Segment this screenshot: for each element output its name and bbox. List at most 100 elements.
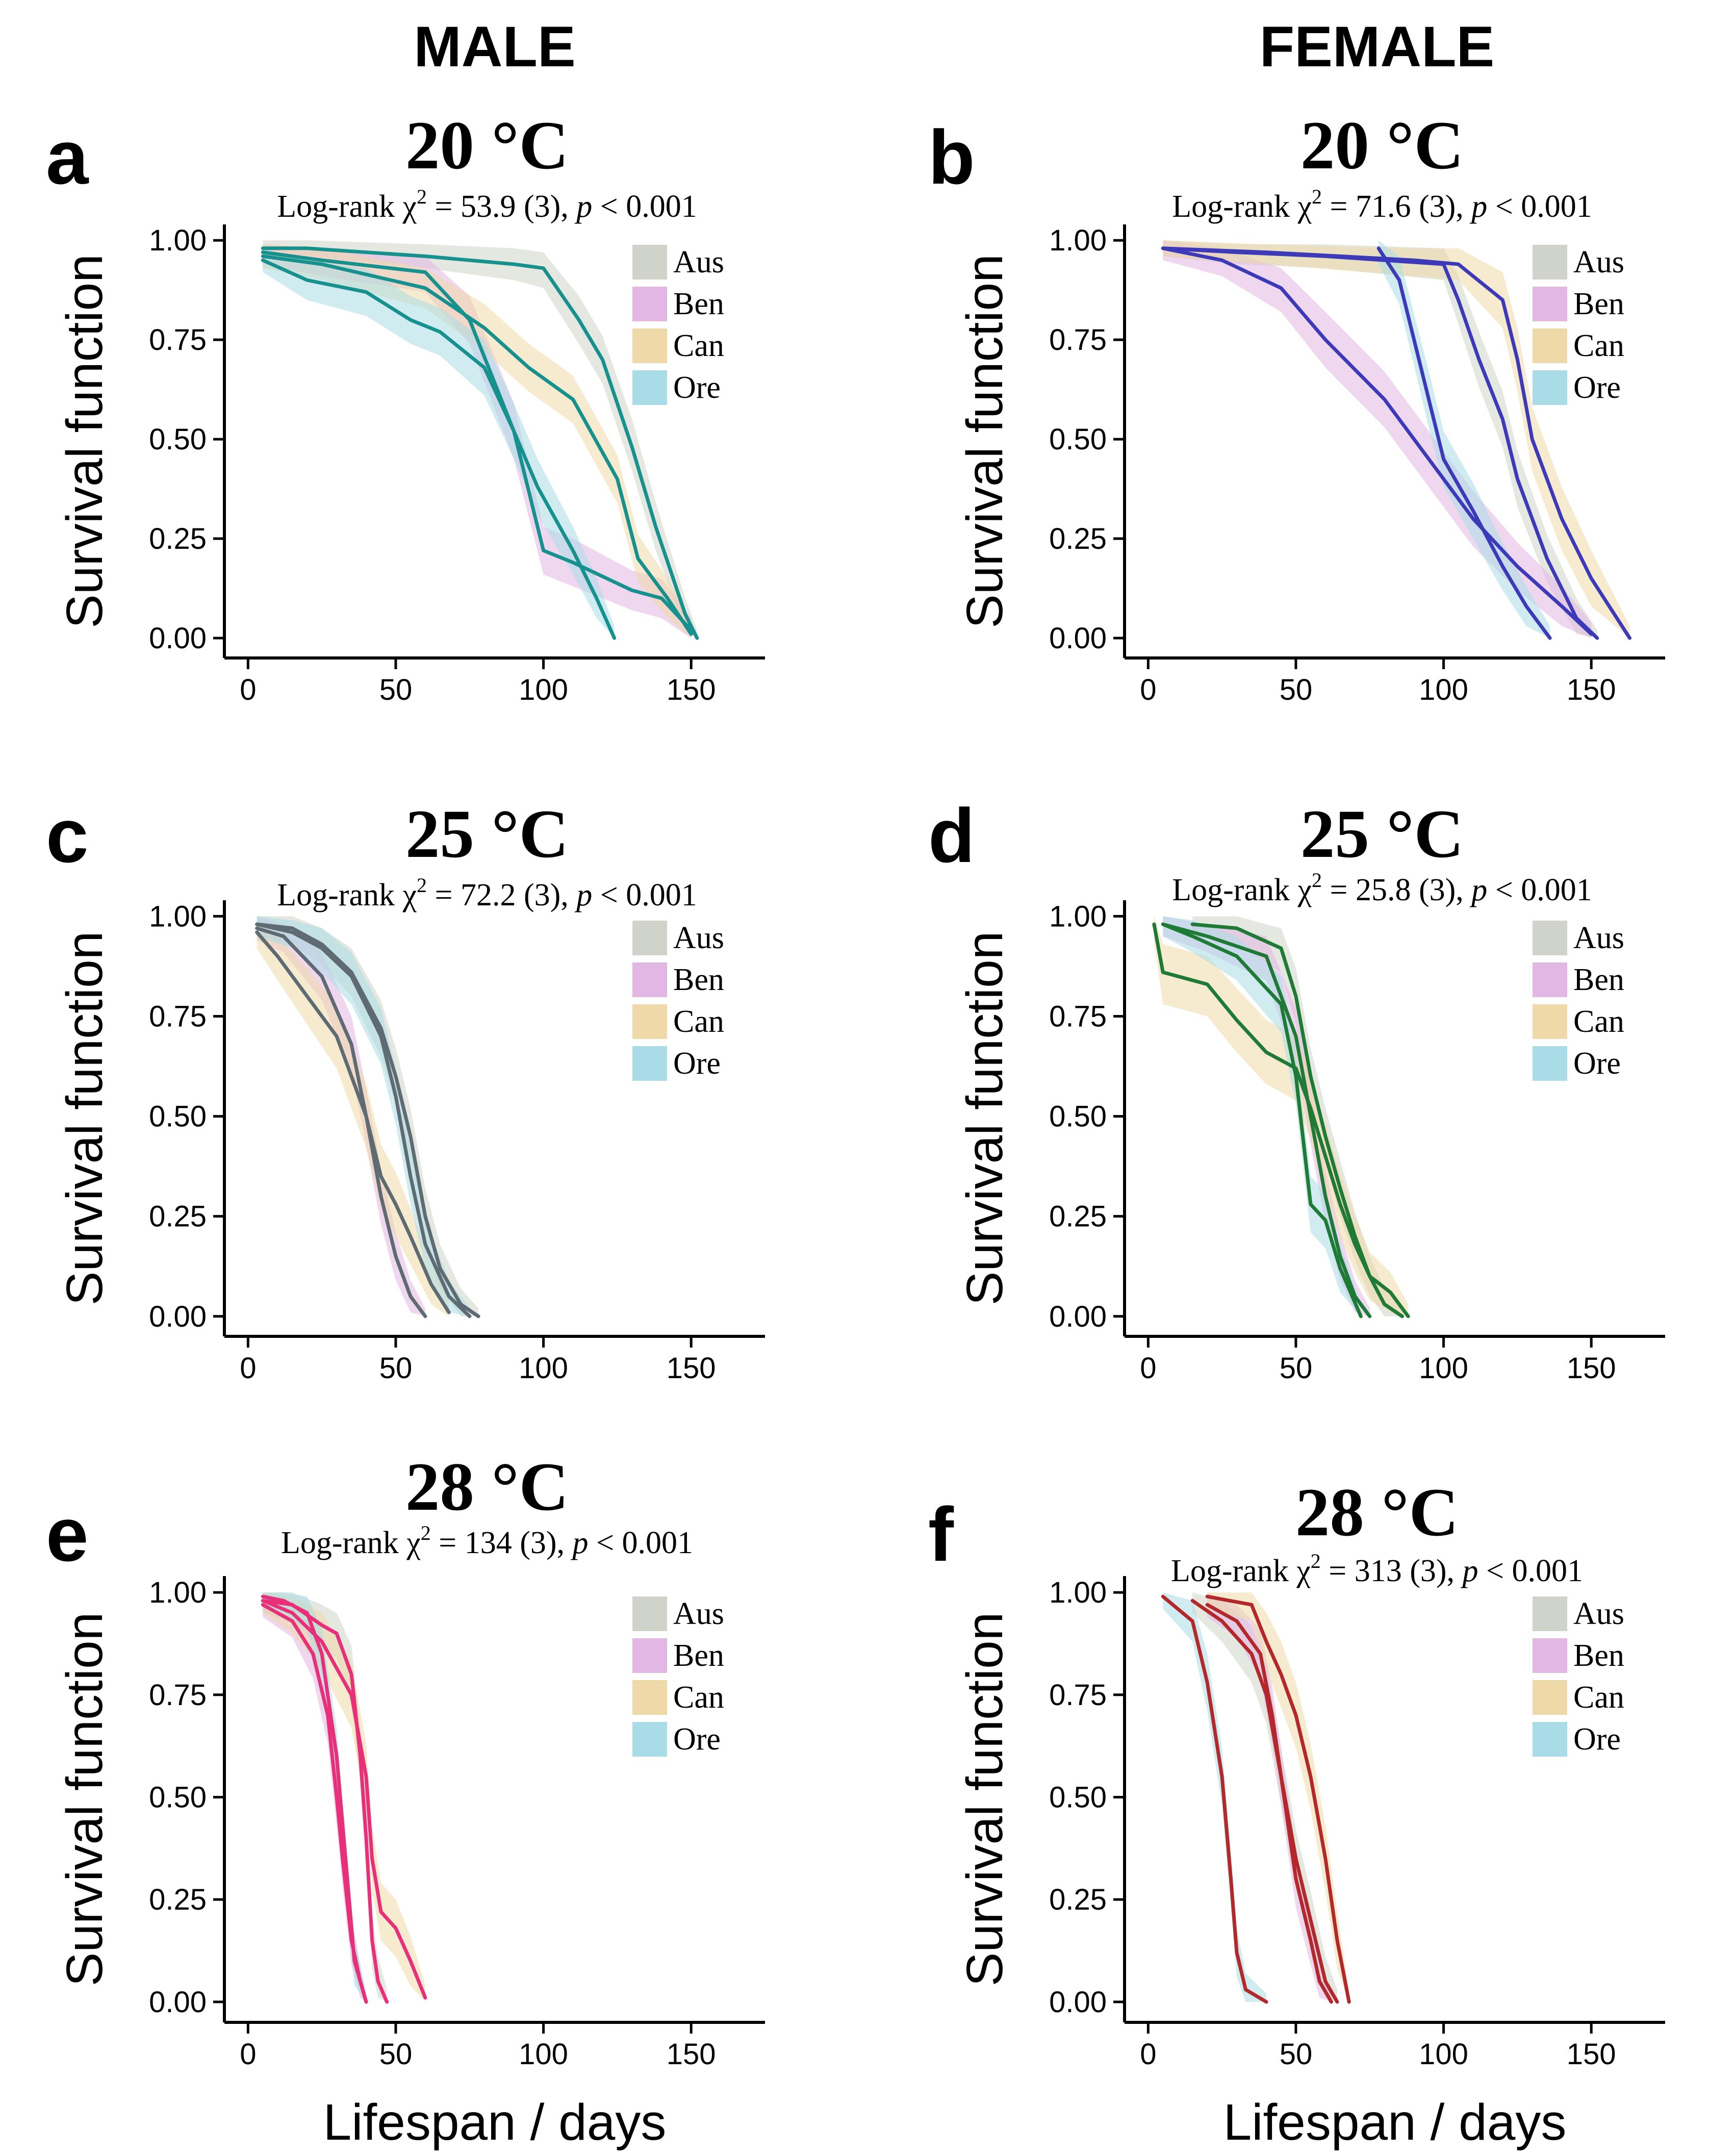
y-tick-label: 0.50: [1049, 423, 1107, 456]
stat-prefix: Log-rank χ: [277, 878, 417, 912]
legend-swatch-aus: [1533, 921, 1567, 955]
y-tick-label: 0.50: [149, 423, 207, 456]
legend-swatch-can: [1533, 328, 1567, 363]
y-tick-label: 0.25: [149, 1200, 207, 1233]
y-axis-title: Survival function: [956, 254, 1013, 628]
stat-tail: < 0.001: [1478, 1554, 1583, 1588]
series-line-ore: [261, 1594, 368, 2004]
legend-label: Can: [673, 1680, 724, 1715]
x-tick-label: 150: [1567, 673, 1616, 706]
y-tick-label: 0.75: [1049, 323, 1107, 357]
series-line-ore: [1161, 1594, 1268, 2004]
series-line-aus: [255, 922, 480, 1318]
panel-letter: d: [928, 793, 975, 878]
y-tick-label: 0.25: [1049, 1200, 1107, 1233]
y-tick-label: 0.00: [149, 622, 207, 655]
panel-letter: e: [46, 1491, 88, 1577]
y-tick-label: 0.75: [149, 323, 207, 357]
y-tick-label: 1.00: [1049, 900, 1107, 933]
ci-band-ore: [1379, 240, 1550, 638]
y-tick-label: 0.50: [1049, 1781, 1107, 1814]
panel-title: 20 °C: [1300, 108, 1464, 184]
legend: Aus Ben Can Ore: [1533, 245, 1624, 405]
x-tick-label: 150: [667, 1352, 716, 1385]
panel-letter: c: [46, 793, 88, 878]
x-tick-label: 0: [1140, 673, 1156, 706]
series-line-ore: [261, 258, 617, 640]
legend-swatch-ben: [632, 287, 667, 321]
x-tick-label: 0: [240, 673, 256, 706]
stat-prefix: Log-rank χ: [1171, 1554, 1311, 1588]
x-tick-label: 100: [1419, 1352, 1468, 1385]
y-tick-label: 0.75: [149, 1000, 207, 1033]
y-axis-title: Survival function: [56, 931, 113, 1306]
stat-p-symbol: p: [1469, 873, 1487, 907]
stat-p-symbol: p: [574, 189, 592, 224]
stat-superscript: 2: [417, 874, 427, 897]
series-line-ben: [1161, 246, 1593, 636]
legend-swatch-ore: [1533, 1046, 1567, 1081]
stat-p-symbol: p: [571, 1526, 589, 1560]
stat-superscript: 2: [1312, 185, 1322, 208]
ci-band-aus: [1163, 240, 1597, 638]
y-axis-title: Survival function: [56, 254, 113, 628]
ci-band-ore: [1163, 916, 1361, 1316]
legend-swatch-can: [1533, 1004, 1567, 1039]
legend-label: Aus: [1573, 921, 1624, 955]
legend: Aus Ben Can Ore: [632, 1596, 724, 1757]
y-tick-label: 0.00: [1049, 1300, 1107, 1333]
stat-tail: < 0.001: [589, 1526, 693, 1560]
legend-swatch-aus: [632, 245, 667, 280]
series-line-can: [1152, 922, 1410, 1318]
y-tick-label: 0.00: [149, 1986, 207, 2019]
x-tick-label: 50: [1280, 673, 1313, 706]
legend-label: Ben: [1573, 962, 1624, 997]
stat-p-symbol: p: [574, 878, 592, 912]
legend-label: Can: [673, 328, 724, 363]
series-line-can: [261, 1599, 427, 2000]
y-tick-label: 0.25: [1049, 1883, 1107, 1916]
x-tick-label: 0: [1140, 2038, 1156, 2071]
stat-superscript: 2: [1311, 1550, 1321, 1572]
column-header-male: MALE: [414, 15, 575, 79]
y-tick-label: 0.25: [149, 522, 207, 555]
stat-prefix: Log-rank χ: [1172, 873, 1312, 907]
legend-label: Ore: [1573, 1722, 1621, 1757]
legend-swatch-can: [632, 328, 667, 363]
stat-prefix: Log-rank χ: [281, 1526, 421, 1560]
series-line-can: [1161, 246, 1631, 640]
legend-label: Ben: [673, 287, 724, 321]
y-axis-title: Survival function: [56, 1612, 113, 1987]
series-line-aus: [261, 246, 699, 640]
y-tick-label: 0.25: [149, 1883, 207, 1916]
legend-swatch-ben: [1533, 1638, 1567, 1673]
stat-value: = 134 (3),: [431, 1526, 573, 1560]
legend-label: Aus: [1573, 1596, 1624, 1631]
y-tick-label: 0.50: [149, 1100, 207, 1133]
legend-label: Aus: [673, 921, 724, 955]
stat-tail: < 0.001: [592, 189, 697, 224]
legend-swatch-ben: [632, 1638, 667, 1673]
x-tick-label: 50: [1280, 2038, 1313, 2071]
legend-label: Ore: [673, 1046, 721, 1081]
series-line-ben: [1205, 1603, 1333, 2004]
legend-swatch-ben: [632, 962, 667, 997]
stat-tail: < 0.001: [1487, 873, 1592, 907]
ci-band-ore: [257, 916, 470, 1316]
series-line-ben: [1161, 922, 1372, 1318]
x-tick-label: 0: [240, 2038, 256, 2071]
series-line-aus: [1190, 922, 1404, 1318]
y-tick-label: 0.75: [1049, 1679, 1107, 1712]
legend-swatch-ore: [632, 1722, 667, 1757]
stat-tail: < 0.001: [1487, 189, 1592, 224]
legend-label: Aus: [1573, 245, 1624, 280]
stat-value: = 71.6 (3),: [1322, 189, 1471, 224]
y-tick-label: 0.75: [1049, 1000, 1107, 1033]
log-rank-stat: Log-rank χ2 = 313 (3), p < 0.001: [1171, 1550, 1583, 1588]
